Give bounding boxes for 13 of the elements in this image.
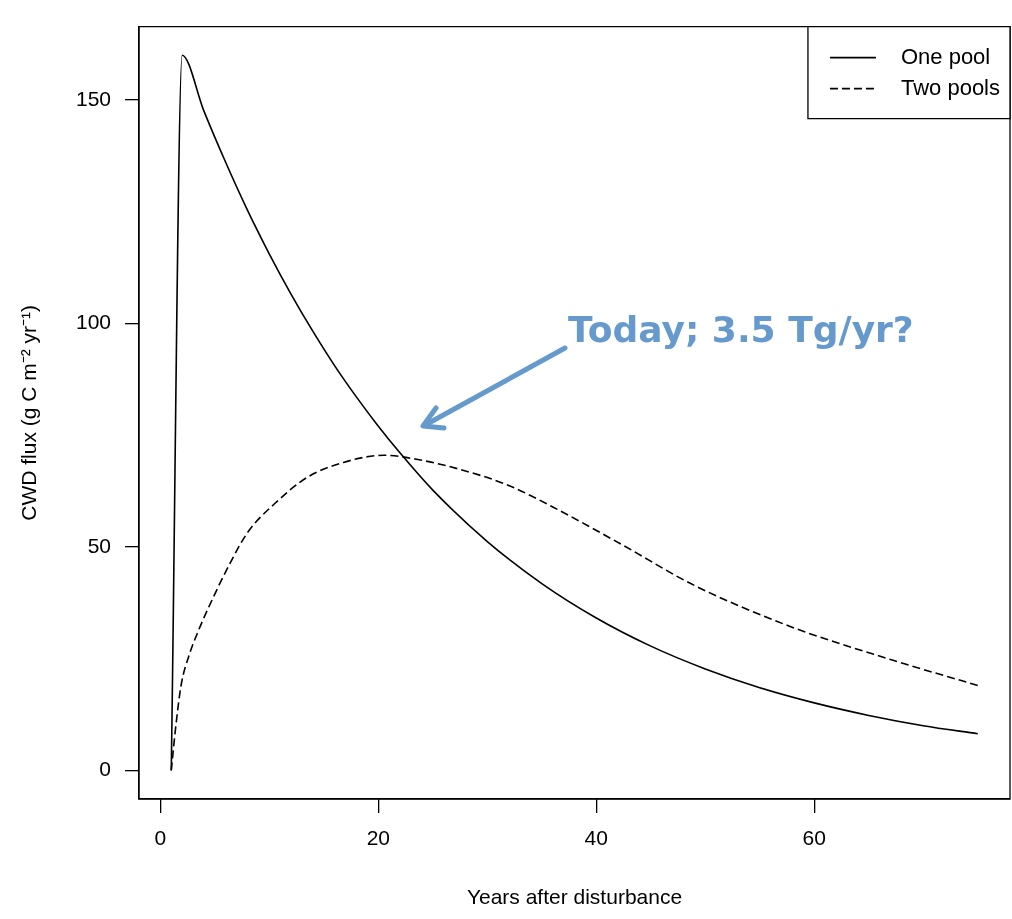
y-axis-title: CWD flux (g C m⁻² yr⁻¹) [17, 304, 41, 521]
y-tick-label: 150 [75, 86, 111, 110]
x-tick-label: 40 [584, 826, 608, 850]
x-tick-label: 60 [802, 826, 826, 850]
legend-label: Two pools [900, 74, 1001, 100]
y-tick-label: 100 [75, 310, 111, 334]
legend-label: One pool [900, 43, 991, 69]
y-tick-label: 0 [99, 757, 111, 781]
x-tick-label: 20 [366, 826, 391, 850]
x-axis-title: Years after disturbance [466, 885, 683, 909]
x-tick-label: 0 [154, 826, 167, 850]
annotation: Today; 3.5 Tg/yr? [568, 309, 914, 351]
y-tick-label: 50 [87, 533, 111, 557]
